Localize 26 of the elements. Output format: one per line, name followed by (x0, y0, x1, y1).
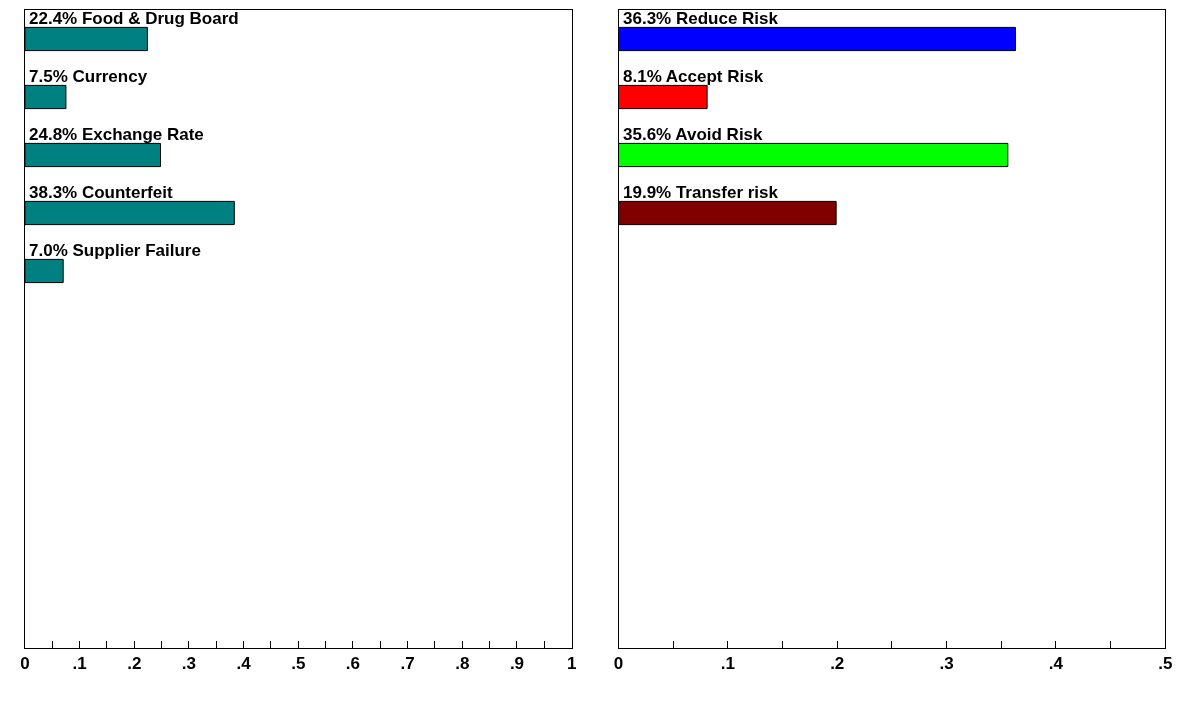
x-tick-label: .2 (830, 654, 845, 674)
x-tick-label: .4 (1048, 654, 1064, 674)
x-tick-label: 0 (20, 654, 30, 674)
x-tick-label: .9 (509, 654, 525, 674)
x-tick-label: .1 (720, 654, 735, 674)
text: 7.5% Currency (29, 67, 148, 86)
x-tick-label: .3 (181, 654, 197, 674)
x-tick-label: .5 (1158, 654, 1173, 674)
text: 35.6% Avoid Risk (623, 125, 763, 144)
text: 7.0% Supplier Failure (29, 241, 201, 260)
x-tick-label: .7 (400, 654, 415, 674)
text: 38.3% Counterfeit (29, 183, 173, 202)
x-tick-label: .3 (939, 654, 954, 674)
x-tick-label: .6 (345, 654, 361, 674)
x-tick-label: .5 (291, 654, 306, 674)
x-tick-label: .2 (127, 654, 142, 674)
x-tick-label: 0 (613, 654, 624, 674)
text: 24.8% Exchange Rate (29, 125, 204, 144)
x-tick-label: .4 (236, 654, 252, 674)
x-tick-label: .1 (72, 654, 87, 674)
x-tick-label: 1 (566, 654, 577, 674)
x-tick-label: .8 (455, 654, 470, 674)
text: 19.9% Transfer risk (623, 183, 778, 202)
text: 22.4% Food & Drug Board (29, 9, 239, 28)
text: 36.3% Reduce Risk (623, 9, 778, 28)
text: 8.1% Accept Risk (623, 67, 764, 86)
